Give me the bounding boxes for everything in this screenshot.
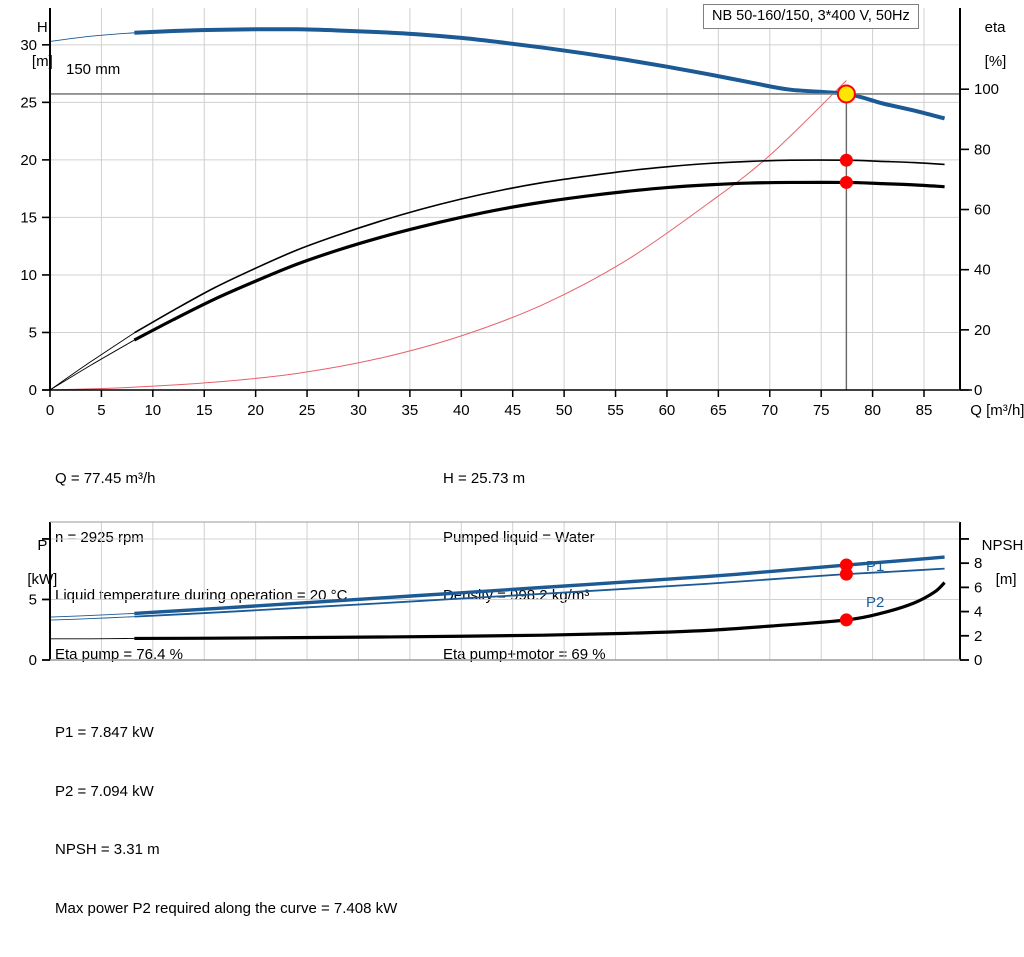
- svg-text:0: 0: [974, 652, 982, 669]
- svg-text:80: 80: [864, 402, 881, 419]
- svg-text:0: 0: [29, 382, 37, 399]
- svg-text:6: 6: [974, 579, 982, 596]
- power-npsh-chart: 0 5 0 2 4 6 8: [29, 521, 982, 669]
- bottom-left-axis-unit: [kW]: [27, 571, 58, 588]
- p2-curve-label: P2: [866, 594, 885, 611]
- duty-info-line: n = 2925 rpm: [55, 528, 144, 546]
- svg-text:20: 20: [247, 402, 264, 419]
- top-left-axis-unit: [m]: [31, 53, 53, 70]
- svg-text:25: 25: [20, 94, 37, 111]
- duty-info-line: Eta pump+motor = 69 %: [443, 645, 606, 663]
- impeller-diameter-label: 150 mm: [66, 61, 121, 78]
- svg-text:10: 10: [144, 402, 161, 419]
- p1-curve-label: P1: [866, 558, 885, 575]
- svg-text:40: 40: [453, 402, 470, 419]
- svg-text:65: 65: [710, 402, 727, 419]
- svg-text:5: 5: [29, 324, 37, 341]
- svg-text:0: 0: [974, 382, 982, 399]
- power-info-line: NPSH = 3.31 m: [55, 841, 160, 858]
- duty-info-line: H = 25.73 m: [443, 470, 526, 487]
- svg-text:45: 45: [504, 402, 521, 419]
- top-left-axis-name: H: [36, 19, 48, 36]
- svg-text:5: 5: [29, 591, 37, 608]
- svg-text:60: 60: [659, 402, 676, 419]
- svg-text:70: 70: [761, 402, 778, 419]
- svg-text:20: 20: [974, 322, 991, 339]
- svg-text:100: 100: [974, 81, 999, 98]
- svg-text:75: 75: [813, 402, 830, 419]
- svg-text:4: 4: [974, 604, 982, 621]
- svg-text:40: 40: [974, 262, 991, 279]
- svg-text:30: 30: [350, 402, 367, 419]
- svg-text:15: 15: [20, 209, 37, 226]
- top-right-axis-name: eta: [984, 19, 1006, 36]
- svg-text:2: 2: [974, 628, 982, 645]
- duty-info-line: Q = 77.45 m³/h: [55, 470, 156, 487]
- svg-text:10: 10: [20, 267, 37, 284]
- svg-text:20: 20: [20, 152, 37, 169]
- power-info-block: P1 = 7.847 kW P2 = 7.094 kW NPSH = 3.31 …: [55, 684, 397, 957]
- head-eta-chart: 0 5 10 15 20 25 30 0 20 40 60 80 100 0 5 10 15 20 25 30 35 40…: [20, 8, 1024, 419]
- svg-text:8: 8: [974, 555, 982, 572]
- svg-text:85: 85: [916, 402, 933, 419]
- top-right-axis-unit: [%]: [984, 53, 1007, 70]
- power-info-line: Max power P2 required along the curve = …: [55, 899, 398, 917]
- svg-text:0: 0: [46, 402, 54, 419]
- model-title-box: NB 50-160/150, 3*400 V, 50Hz: [703, 4, 919, 29]
- svg-text:35: 35: [402, 402, 419, 419]
- power-info-line: P2 = 7.094 kW: [55, 782, 154, 800]
- duty-info-line: Pumped liquid = Water: [443, 528, 595, 546]
- svg-text:60: 60: [974, 202, 991, 219]
- svg-text:0: 0: [29, 652, 37, 669]
- svg-text:15: 15: [196, 402, 213, 419]
- bottom-right-axis-unit: [m]: [995, 571, 1017, 588]
- bottom-right-axis-title: NPSH [m]: [965, 520, 1024, 605]
- svg-text:80: 80: [974, 141, 991, 158]
- svg-text:30: 30: [20, 37, 37, 54]
- top-left-axis-title: H [m]: [14, 2, 54, 87]
- top-right-axis-title: eta [%]: [968, 2, 1016, 87]
- bottom-left-axis-title: P [kW]: [10, 520, 58, 605]
- model-title-text: NB 50-160/150, 3*400 V, 50Hz: [712, 8, 910, 24]
- bottom-left-axis-name: P: [37, 537, 48, 554]
- svg-text:25: 25: [299, 402, 316, 419]
- duty-info-line: Eta pump = 76.4 %: [55, 645, 183, 663]
- power-info-line: P1 = 7.847 kW: [55, 724, 154, 741]
- bottom-right-axis-name: NPSH: [981, 537, 1024, 554]
- svg-text:50: 50: [556, 402, 573, 419]
- svg-text:5: 5: [97, 402, 105, 419]
- svg-text:Q [m³/h]: Q [m³/h]: [970, 402, 1024, 419]
- svg-text:55: 55: [607, 402, 624, 419]
- pump-curve-page: 0 5 10 15 20 25 30 0 20 40 60 80 100 0 5 10 15 20 25 30 35 40…: [10, 2, 1024, 917]
